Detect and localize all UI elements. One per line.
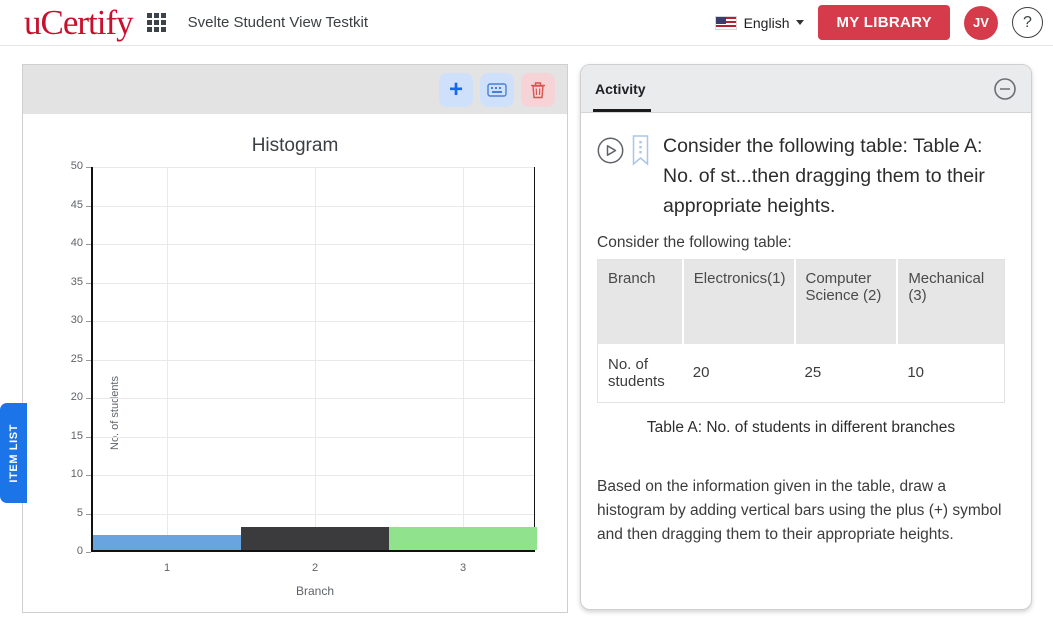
y-tick-label: 5 <box>76 506 83 519</box>
y-tick-label: 30 <box>70 314 83 326</box>
question-title: Consider the following table: Table A: N… <box>663 135 985 217</box>
gridline <box>93 513 534 515</box>
gridline <box>93 244 534 245</box>
language-selector[interactable]: English <box>714 14 805 31</box>
y-tick-label: 25 <box>70 352 83 365</box>
gridline <box>93 398 534 399</box>
y-tick-label: 20 <box>70 391 83 403</box>
y-tick-label: 40 <box>70 237 83 249</box>
gridline <box>93 282 534 284</box>
y-tick-label: 50 <box>70 160 83 172</box>
instructions-text: Based on the information given in the ta… <box>597 477 1002 543</box>
histogram-bar-2[interactable] <box>241 526 389 550</box>
x-axis-label: Branch <box>295 584 335 598</box>
activity-panel-header: Activity <box>581 65 1031 113</box>
collapse-panel-button[interactable] <box>993 77 1017 101</box>
y-tick-mark <box>86 244 91 245</box>
chart-area: Histogram No. of students 0 5 10 15 20 25 30 35… <box>23 114 567 614</box>
chart-toolbar: + <box>23 65 567 114</box>
y-tick-mark <box>86 282 91 284</box>
gridline <box>93 475 534 476</box>
gridline <box>93 167 534 168</box>
plus-icon: + <box>448 75 463 103</box>
avatar[interactable]: JV <box>964 5 998 40</box>
y-tick-mark <box>86 475 91 476</box>
y-tick-label: 15 <box>70 429 83 442</box>
y-tick-mark <box>86 359 91 361</box>
histogram-bar-1[interactable] <box>93 534 241 550</box>
row-label-cell: No. of students <box>597 343 683 402</box>
histogram-bar-3[interactable] <box>389 526 537 550</box>
keyboard-input-button[interactable] <box>480 72 514 107</box>
apps-grid-icon[interactable] <box>146 13 166 32</box>
y-axis-label: No. of students <box>109 376 121 450</box>
chevron-down-icon <box>796 20 805 25</box>
value-cell: 25 <box>794 343 898 402</box>
y-tick-mark <box>86 398 91 399</box>
y-tick-label: 0 <box>76 545 83 557</box>
gridline <box>93 359 534 361</box>
y-tick-mark <box>86 321 91 322</box>
gridline <box>315 167 316 550</box>
gridline <box>463 167 464 550</box>
y-tick-mark <box>86 513 91 515</box>
gridline <box>93 321 534 322</box>
gridline <box>93 436 534 438</box>
table-header-cell: Electronics(1) <box>682 259 796 344</box>
chart-title: Histogram <box>251 135 339 156</box>
x-tick-label: 1 <box>163 562 171 574</box>
item-list-tab-label: ITEM LIST <box>7 423 20 483</box>
keyboard-icon <box>487 82 507 97</box>
table-header-cell: Mechanical (3) <box>897 259 1005 344</box>
y-tick-mark <box>86 167 91 168</box>
table-intro: Consider the following table: <box>597 234 792 251</box>
us-flag-icon <box>714 15 737 30</box>
tab-activity[interactable]: Activity <box>593 65 651 112</box>
top-header: uCertify Svelte Student View Testkit Eng… <box>0 0 1053 46</box>
play-icon <box>597 137 624 164</box>
histogram-card: + Histogram No. of students 0 5 10 15 20 25 30… <box>22 64 568 613</box>
table-caption: Table A: No. of students in different br… <box>646 418 956 436</box>
table-header-cell: Branch <box>597 259 684 344</box>
item-list-tab[interactable]: ITEM LIST <box>0 403 27 503</box>
language-label: English <box>743 14 790 31</box>
y-tick-label: 35 <box>70 275 83 288</box>
x-tick-label: 3 <box>459 562 467 574</box>
data-table: Branch Electronics(1) Computer Science (… <box>597 259 1005 403</box>
table-header-cell: Computer Science (2) <box>794 259 899 344</box>
my-library-button[interactable]: MY LIBRARY <box>818 5 950 40</box>
help-button[interactable]: ? <box>1012 7 1043 38</box>
table-row: No. of students 20 25 10 <box>597 343 1005 402</box>
ucertify-logo[interactable]: uCertify <box>24 2 134 42</box>
histogram-plot[interactable]: No. of students 0 5 10 15 20 25 30 35 40 45 50 1 2 3 B… <box>71 160 537 598</box>
gridline <box>93 205 534 207</box>
trash-icon <box>531 81 545 98</box>
bookmark-icon[interactable] <box>632 135 649 166</box>
value-cell: 20 <box>682 343 795 402</box>
value-cell: 10 <box>897 343 1005 402</box>
y-tick-mark <box>86 552 91 553</box>
minus-circle-icon <box>994 77 1016 100</box>
delete-bar-button[interactable] <box>521 72 555 107</box>
activity-panel-body: Consider the following table: Table A: N… <box>581 113 1031 547</box>
y-tick-label: 10 <box>70 468 83 480</box>
add-bar-button[interactable]: + <box>439 72 473 107</box>
y-tick-mark <box>86 436 91 438</box>
x-tick-label: 2 <box>311 562 319 574</box>
play-audio-button[interactable] <box>597 135 624 166</box>
table-header-row: Branch Electronics(1) Computer Science (… <box>597 259 1005 344</box>
activity-panel: Activity <box>580 64 1032 610</box>
page-title: Svelte Student View Testkit <box>187 14 369 31</box>
y-tick-mark <box>86 205 91 207</box>
y-tick-label: 45 <box>70 198 83 211</box>
gridline <box>167 167 168 550</box>
